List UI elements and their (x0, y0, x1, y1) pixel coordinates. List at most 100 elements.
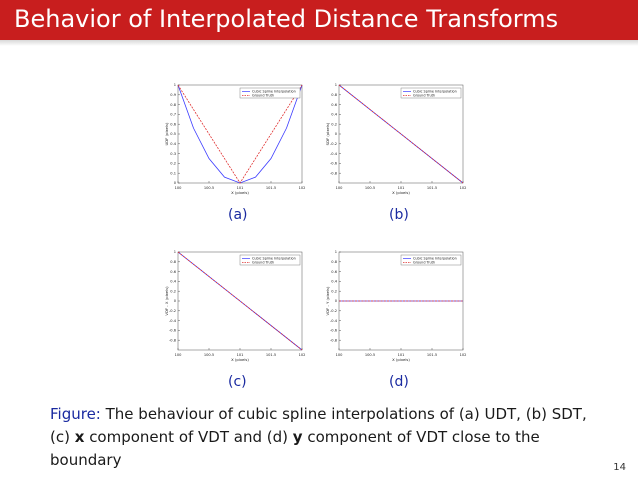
y-tick-label: -0.4 (330, 319, 338, 323)
slide-title: Behavior of Interpolated Distance Transf… (14, 5, 559, 33)
chart-panel-3: 100 100.5 101 101.5 102 -0.8 -0.6 -0.4 -0.2 0 0.2 0… (164, 250, 306, 362)
x-tick-label: 101 (237, 186, 244, 190)
y-tick-label: -0.2 (330, 309, 337, 313)
y-tick-label: -0.2 (330, 142, 337, 146)
y-tick-label: 0 (174, 181, 177, 185)
legend-entry: Cubic Spline Interpolation (413, 257, 457, 261)
subfigure-label: (b) (389, 207, 409, 223)
x-tick-label: 100 (336, 353, 344, 357)
chart-panel-2: 100 100.5 101 101.5 102 -0.8 -0.6 -0.4 -0.2 0 0.2 0… (325, 83, 466, 195)
x-tick-label: 100 (175, 353, 183, 357)
legend-entry: Ground Truth (413, 94, 435, 98)
y-tick-label: -0.4 (169, 319, 177, 323)
y-tick-label: 0 (335, 299, 338, 303)
y-tick-label: 0.8 (170, 260, 176, 264)
x-tick-label: 102 (299, 186, 306, 190)
y-tick-label: 0.8 (331, 260, 337, 264)
x-tick-label: 101.5 (266, 353, 276, 357)
x-tick-label: 101 (237, 353, 244, 357)
subfigure-label: (c) (228, 374, 247, 390)
y-axis-label: VDF - X (pixels) (164, 286, 169, 316)
y-tick-label: -0.6 (169, 329, 177, 333)
y-tick-label: 0.4 (170, 142, 176, 146)
y-tick-label: 0.4 (170, 280, 176, 284)
y-tick-label: 0 (174, 299, 177, 303)
y-tick-label: 1 (174, 83, 176, 87)
y-tick-label: 0.3 (170, 152, 176, 156)
y-tick-label: 0.8 (170, 103, 176, 107)
x-tick-label: 100.5 (204, 186, 214, 190)
legend-box (400, 87, 462, 99)
y-tick-label: 0.4 (331, 280, 337, 284)
legend-box (400, 254, 462, 266)
legend-entry: Ground Truth (252, 261, 274, 265)
legend-box (239, 254, 301, 266)
x-tick-label: 100 (336, 186, 344, 190)
y-tick-label: -0.8 (330, 338, 338, 342)
figure-caption: Figure: The behaviour of cubic spline in… (50, 403, 590, 472)
x-tick-label: 101 (398, 186, 405, 190)
y-tick-label: 0.4 (331, 113, 337, 117)
chart-panel-1: 100 100.5 101 101.5 102 0 0.1 0.2 0.3 0.4 0.5 0.6 0.… (164, 83, 306, 195)
caption-label: Figure: (50, 405, 101, 423)
caption-text-2: component of VDT and (d) (84, 428, 293, 446)
legend-entry: Cubic Spline Interpolation (413, 90, 457, 94)
y-tick-label: 0.6 (331, 270, 337, 274)
x-tick-label: 100.5 (204, 353, 214, 357)
caption-x-bold: x (74, 428, 85, 446)
legend-entry: Ground Truth (252, 94, 274, 98)
x-tick-label: 100 (175, 186, 183, 190)
y-axis-label: SDF (pixels) (325, 122, 330, 145)
y-tick-label: -0.8 (169, 338, 177, 342)
x-axis-label: X (pixels) (231, 357, 249, 362)
y-tick-label: 1 (174, 250, 176, 254)
title-shadow (0, 40, 638, 46)
y-tick-label: 0.8 (331, 93, 337, 97)
series-cubic-spline (177, 84, 303, 184)
subfigure-label: (d) (389, 374, 409, 390)
x-tick-label: 102 (460, 353, 467, 357)
y-tick-label: 0 (335, 132, 338, 136)
y-tick-label: -0.8 (330, 171, 338, 175)
title-bar: Behavior of Interpolated Distance Transf… (0, 0, 638, 40)
caption-text-3: component of VDT close to the boundary (50, 428, 540, 469)
x-axis-label: X (pixels) (231, 190, 249, 195)
legend-box (239, 87, 301, 99)
y-tick-label: 0.7 (170, 113, 176, 117)
x-axis-label: X (pixels) (392, 190, 410, 195)
y-tick-label: 1 (335, 250, 337, 254)
y-tick-label: 0.2 (331, 122, 337, 126)
y-tick-label: 0.6 (170, 122, 176, 126)
y-tick-label: 0.2 (170, 162, 176, 166)
y-tick-label: -0.6 (330, 329, 338, 333)
y-tick-label: 0.6 (170, 270, 176, 274)
y-tick-label: 0.5 (170, 132, 176, 136)
subfigure-label: (a) (228, 207, 248, 223)
x-tick-label: 100.5 (365, 186, 375, 190)
caption-text-1: The behaviour of cubic spline interpolat… (50, 405, 587, 446)
legend-entry: Ground Truth (413, 261, 435, 265)
x-tick-label: 101 (398, 353, 405, 357)
y-tick-label: 0.6 (331, 103, 337, 107)
series-ground-truth (177, 251, 303, 351)
y-axis-label: VDF - Y (pixels) (325, 286, 330, 315)
y-tick-label: 0.2 (331, 289, 337, 293)
legend-entry: Cubic Spline Interpolation (252, 257, 296, 261)
y-tick-label: 0.1 (170, 171, 176, 175)
y-tick-label: -0.2 (169, 309, 176, 313)
x-tick-label: 101.5 (427, 186, 437, 190)
y-tick-label: -0.4 (330, 152, 338, 156)
series-ground-truth (338, 84, 464, 184)
page-number: 14 (613, 462, 626, 473)
y-tick-label: 0.9 (170, 93, 176, 97)
x-tick-label: 102 (299, 353, 306, 357)
x-tick-label: 100.5 (365, 353, 375, 357)
y-tick-label: 0.2 (170, 289, 176, 293)
y-tick-label: -0.6 (330, 162, 338, 166)
legend-entry: Cubic Spline Interpolation (252, 90, 296, 94)
caption-y-bold: y (292, 428, 303, 446)
